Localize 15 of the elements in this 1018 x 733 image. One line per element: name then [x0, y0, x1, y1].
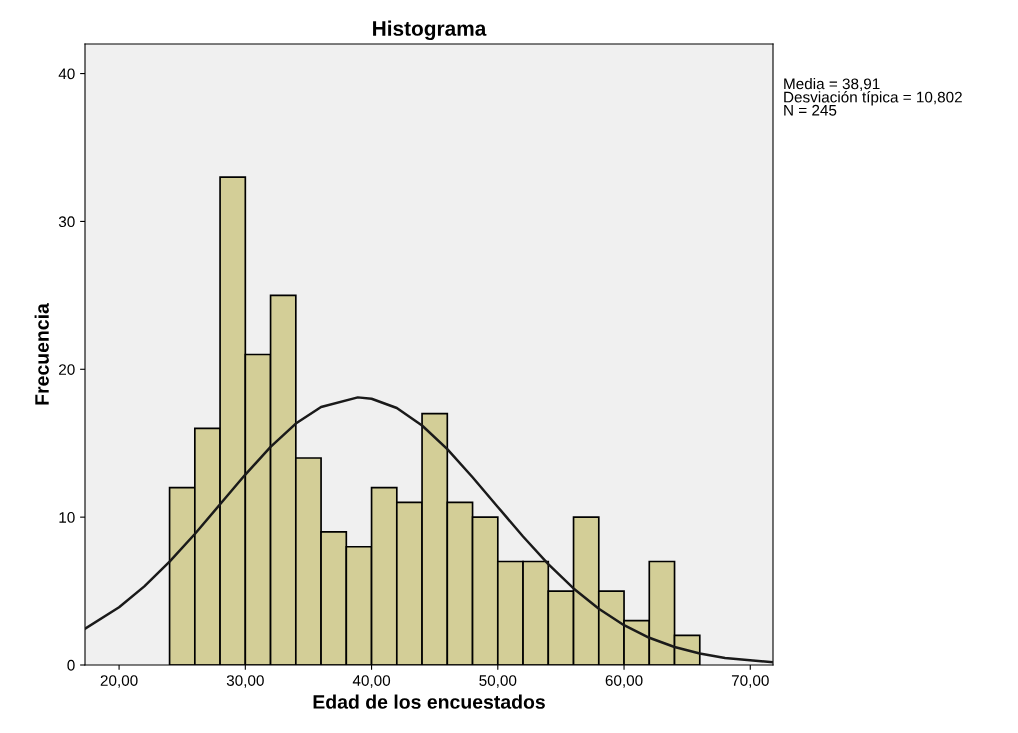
x-tick-label: 30,00 [226, 675, 264, 688]
x-tick-label: 60,00 [605, 675, 643, 688]
x-tick-label: 70,00 [731, 675, 769, 688]
x-tick-label: 40,00 [352, 675, 391, 688]
chart-title: Histograma [373, 20, 487, 41]
text: Media = 38,91 Desviación típica = 10,802 N = 245 [784, 78, 962, 116]
x-tick-label: 50,00 [479, 675, 517, 688]
x-axis-title: Edad de los encuestados [313, 694, 545, 709]
y-tick-label: 40 [58, 68, 75, 80]
x-tick-label: 20,00 [100, 675, 138, 688]
y-tick-label: 20 [59, 364, 75, 375]
y-tick-label: 0 [67, 659, 75, 671]
y-tick-label: 10 [59, 512, 75, 523]
y-tick-label: 30 [58, 216, 75, 228]
y-axis-title: Frecuencia [34, 303, 49, 405]
